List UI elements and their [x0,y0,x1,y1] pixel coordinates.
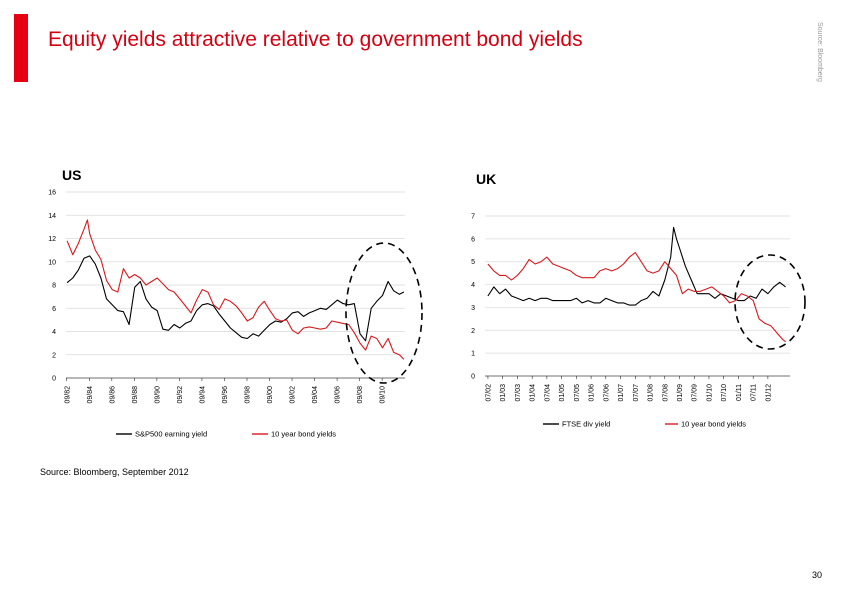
x-tick-label: 09/06 [335,386,342,404]
uk-chart: UK 0 1 2 3 4 5 6 7 07/02 01/03 07/03 01/04 07/04 01/05… [471,171,806,429]
us-chart: US 0 2 4 6 8 10 12 14 16 09/82 09/84 09/86 09/88 09/90… [48,167,423,439]
highlight-ellipse [734,254,806,350]
y-tick-label: 5 [471,259,475,266]
y-tick-label: 10 [48,259,56,266]
x-tick-label: 01/04 [530,384,537,402]
x-tick-label: 09/82 [64,386,71,404]
x-tick-label: 09/88 [132,386,139,404]
x-tick-label: 07/05 [574,384,581,402]
y-tick-label: 0 [471,374,475,381]
series-line-equity-yield [487,226,786,306]
x-tick-label: 01/06 [589,384,596,402]
page-title: Equity yields attractive relative to gov… [48,28,583,51]
legend-label: S&P500 earning yield [135,430,207,439]
highlight-ellipse [345,242,423,384]
x-tick-label: 01/12 [765,384,772,402]
x-tick-label: 09/10 [380,386,387,404]
page-number: 30 [812,570,823,580]
x-tick-label: 01/08 [648,384,655,402]
x-tick-label: 07/10 [721,384,728,402]
y-tick-label: 2 [471,328,475,335]
x-tick-label: 09/00 [267,386,274,404]
x-tick-label: 01/03 [500,384,507,402]
x-tick-label: 07/09 [692,384,699,402]
y-tick-label: 8 [52,283,56,290]
x-tick-label: 01/05 [559,384,566,402]
x-tick-label: 07/06 [603,384,610,402]
panel-label: UK [476,171,496,187]
x-tick-label: 09/84 [87,386,94,404]
y-tick-label: 6 [471,236,475,243]
x-tick-label: 07/07 [633,384,640,402]
x-tick-label: 09/08 [357,386,364,404]
legend-label: 10 year bond yields [271,430,336,439]
x-tick-label: 07/08 [662,384,669,402]
y-tick-label: 4 [471,282,475,289]
source-note: Source: Bloomberg, September 2012 [40,467,189,477]
x-tick-label: 09/86 [109,386,116,404]
x-tick-label: 09/94 [199,386,206,404]
y-tick-label: 4 [52,329,56,336]
series-line-bond-yield [66,219,405,360]
series-line-bond-yield [487,252,786,343]
x-tick-label: 09/98 [244,386,251,404]
x-tick-label: 09/92 [177,386,184,404]
y-tick-label: 12 [48,236,56,243]
x-tick-label: 01/07 [618,384,625,402]
series-line-equity-yield [66,255,405,342]
y-tick-label: 0 [52,376,56,383]
legend-label: 10 year bond yields [681,420,746,429]
y-tick-label: 2 [52,352,56,359]
y-tick-label: 6 [52,306,56,313]
y-tick-label: 1 [471,351,475,358]
x-tick-label: 09/02 [290,386,297,404]
x-tick-label: 07/03 [515,384,522,402]
y-tick-label: 16 [48,190,56,197]
x-tick-label: 07/02 [485,384,492,402]
x-tick-label: 09/04 [312,386,319,404]
x-tick-label: 09/90 [154,386,161,404]
x-tick-label: 01/11 [736,384,743,401]
x-tick-label: 07/11 [751,384,758,401]
x-tick-label: 01/09 [677,384,684,402]
y-tick-label: 14 [48,213,56,220]
x-tick-label: 09/96 [222,386,229,404]
x-tick-label: 01/10 [706,384,713,402]
y-tick-label: 7 [471,214,475,221]
legend-label: FTSE div yield [562,420,610,429]
panel-label: US [62,167,81,183]
brand-accent-bar [14,14,28,82]
x-tick-label: 07/04 [544,384,551,402]
y-tick-label: 3 [471,305,475,312]
